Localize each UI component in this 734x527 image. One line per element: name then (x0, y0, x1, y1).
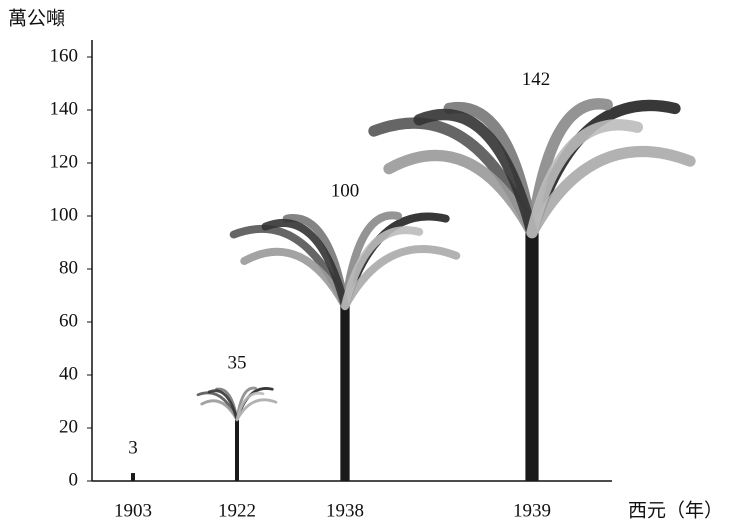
trunk (340, 306, 350, 481)
y-tick-label: 120 (50, 151, 79, 172)
y-tick-label: 60 (59, 310, 78, 331)
y-tick-label: 100 (50, 204, 79, 225)
frond (207, 389, 239, 422)
y-tick-label: 80 (59, 257, 78, 278)
frond (341, 245, 461, 311)
trunk (131, 473, 135, 481)
x-tick-label: 1938 (326, 500, 364, 521)
y-tick-label: 40 (59, 363, 78, 384)
frond (235, 398, 278, 422)
value-label: 35 (228, 353, 247, 374)
y-tick-label: 160 (50, 45, 79, 66)
frond (526, 145, 696, 239)
value-label: 100 (331, 180, 360, 201)
trunk (525, 232, 539, 481)
trunk (235, 419, 239, 481)
frond (341, 226, 424, 311)
value-label: 142 (522, 69, 551, 90)
y-tick-label: 0 (69, 469, 79, 490)
y-tick-label: 20 (59, 416, 78, 437)
frond (235, 391, 265, 422)
frond (240, 247, 349, 311)
x-tick-label: 1922 (218, 500, 256, 521)
frond (383, 149, 538, 239)
frond (261, 218, 349, 311)
y-axis-label: 萬公噸 (8, 7, 65, 29)
value-label: 3 (128, 437, 138, 458)
x-axis-label: 西元（年） (628, 499, 723, 521)
palm-bar (196, 386, 278, 481)
frond (526, 119, 644, 239)
y-tick-label: 140 (50, 98, 79, 119)
x-tick-label: 1939 (513, 500, 551, 521)
frond (413, 108, 538, 239)
palm-bar (131, 473, 135, 481)
palm-bar (229, 211, 461, 481)
palm-bar (368, 98, 696, 481)
x-tick-label: 1903 (114, 500, 152, 521)
